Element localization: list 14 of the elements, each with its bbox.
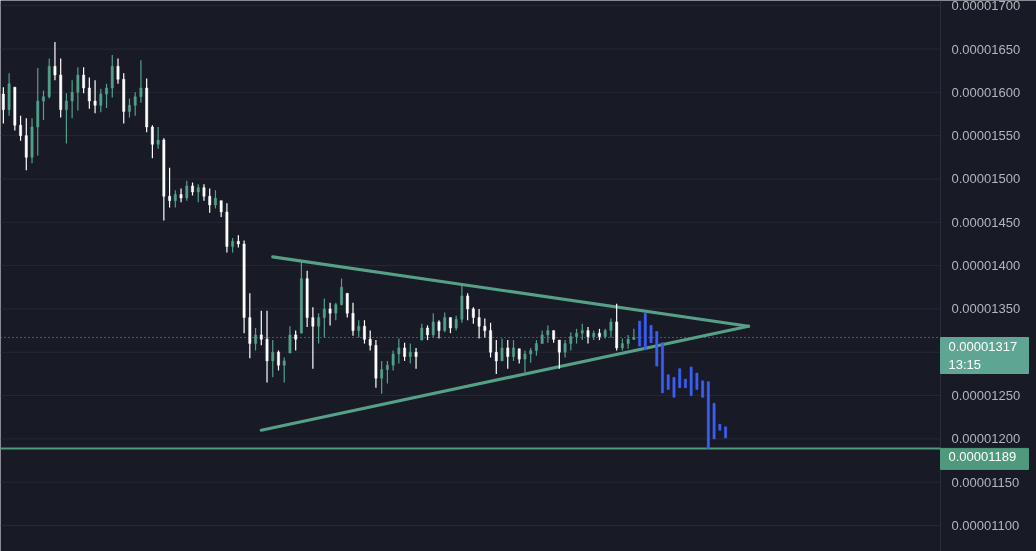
ref-line-label: 0.00001317 13:15	[948, 338, 1018, 372]
y-tick-label: 0.00001700	[951, 0, 1021, 14]
y-tick-label: 0.00001100	[951, 518, 1020, 534]
y-tick-label: 0.00001400	[951, 258, 1021, 274]
y-tick-label: 0.00001250	[951, 388, 1021, 404]
y-tick-label: 0.00001350	[951, 301, 1021, 317]
y-tick-label: 0.00001650	[951, 41, 1021, 57]
ref-line-label: 0.00001189	[948, 449, 1017, 465]
y-tick-label: 0.00001500	[951, 171, 1021, 187]
y-tick-label: 0.00001200	[951, 431, 1021, 447]
y-tick-label: 0.00001550	[951, 128, 1021, 144]
y-tick-label: 0.00001600	[951, 84, 1021, 100]
y-tick-label: 0.00001150	[951, 474, 1020, 490]
y-tick-label: 0.00001450	[951, 214, 1021, 230]
